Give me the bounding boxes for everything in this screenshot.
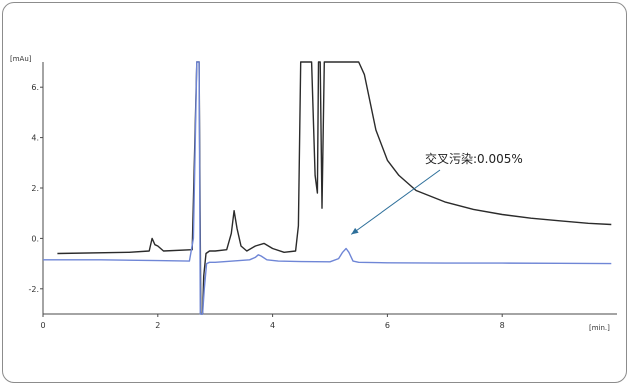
annotation-arrowhead — [351, 227, 359, 235]
y-tick-label: -2. — [28, 285, 39, 294]
series-line-2 — [43, 61, 612, 315]
y-tick-label: 4. — [31, 134, 39, 143]
y-unit-label: [mAu] — [10, 55, 32, 63]
y-tick-label: 0. — [31, 234, 39, 243]
annotation-text: 交叉污染:0.005% — [425, 151, 523, 166]
x-tick-label: 0 — [40, 321, 45, 330]
x-tick-label: 6 — [385, 321, 390, 330]
x-tick-label: 8 — [500, 321, 505, 330]
series-line-1 — [57, 61, 612, 315]
annotation-arrow — [350, 169, 441, 235]
y-tick-label: 2. — [31, 184, 39, 193]
x-tick-label: 2 — [155, 321, 160, 330]
x-unit-label: [min.] — [589, 324, 610, 332]
x-tick-label: 4 — [270, 321, 275, 330]
y-tick-label: 6. — [31, 83, 39, 92]
chart-frame — [2, 2, 627, 383]
